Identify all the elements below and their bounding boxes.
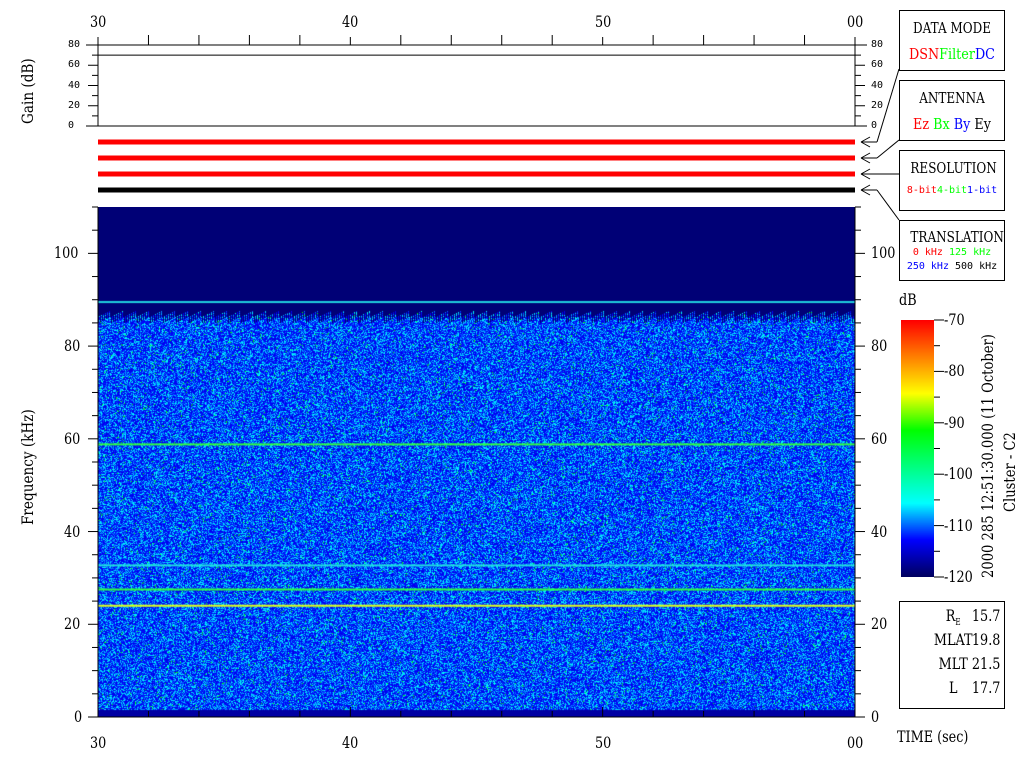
legend-item: Ez <box>913 115 930 133</box>
ephemeris-box: RE 15.7 MLAT 19.8 MLT 21.5 L 17.7 <box>899 601 1005 709</box>
gain-axis-label: Gain (dB) <box>18 58 37 124</box>
timestamp-label: 2000 285 12:51:30.000 (11 October) <box>978 334 997 578</box>
gain-tick-label: 80 <box>871 39 884 50</box>
ephemeris-value: 15.7 <box>971 606 1001 625</box>
ephemeris-value: 19.8 <box>971 630 1001 649</box>
legend-resolution: RESOLUTION 8-bit4-bit1-bit <box>899 150 1005 211</box>
time-tick-label: 30 <box>90 12 107 31</box>
gain-tick-label: 40 <box>68 79 81 91</box>
ephemeris-row: MLAT 19.8 <box>906 630 1001 649</box>
legend-item: 4-bit <box>936 185 968 196</box>
pointer-arrow <box>860 141 871 148</box>
pointer-arrow <box>860 173 871 180</box>
freq-tick-label: 80 <box>64 336 81 356</box>
pointer-arrow <box>860 189 871 196</box>
freq-tick-label: 40 <box>871 521 888 541</box>
pointer-arrow <box>860 168 871 175</box>
ephemeris-row: RE 15.7 <box>906 606 1001 629</box>
ephemeris-row: MLT 21.5 <box>906 654 1001 673</box>
pointer-line <box>876 68 900 143</box>
freq-tick-label: 0 <box>871 707 880 726</box>
colorbar-tick-label: -100 <box>944 464 973 484</box>
ephemeris-value: 21.5 <box>971 654 1001 673</box>
time-tick-label: 40 <box>342 733 359 752</box>
legend-item: 125 kHz <box>948 247 992 258</box>
legend-item: 250 kHz <box>906 261 949 272</box>
freq-tick-label: 60 <box>64 428 81 448</box>
legend-title: TRANSLATION <box>910 228 1004 246</box>
legend-item: 500 kHz <box>955 261 998 272</box>
freq-tick-label: 20 <box>871 614 888 634</box>
freq-tick-label: 60 <box>871 428 888 448</box>
gain-tick-label: 80 <box>68 39 81 50</box>
freq-tick-label: 40 <box>64 521 81 541</box>
time-tick-label: 40 <box>342 12 359 31</box>
legend-item: Ey <box>974 115 991 133</box>
time-tick-label: 00 <box>847 12 864 31</box>
freq-tick-label: 20 <box>64 614 81 634</box>
legend-item: Filter <box>939 45 975 63</box>
gain-tick-label: 60 <box>871 59 884 71</box>
time-tick-label: 00 <box>847 733 864 752</box>
pointer-arrow <box>860 136 871 143</box>
legend-item: DC <box>974 45 995 63</box>
time-tick-label: 30 <box>90 733 107 752</box>
colorbar-tick-label: -120 <box>944 567 973 586</box>
freq-tick-label: 80 <box>871 336 888 356</box>
legend-data-mode: DATA MODE DSNFilterDC <box>899 10 1005 71</box>
pointer-arrow <box>860 157 871 164</box>
legend-item: 1-bit <box>967 185 998 196</box>
ephemeris-label-sub: E <box>955 618 961 629</box>
ephemeris-label: R <box>945 606 956 625</box>
legend-item: 0 kHz <box>912 247 943 258</box>
gain-tick-label: 0 <box>68 120 75 131</box>
pointer-line <box>876 189 900 221</box>
pointer-arrow <box>860 184 871 191</box>
gain-tick-label: 20 <box>871 99 884 111</box>
colorbar-tick-label: -70 <box>944 310 965 329</box>
legend-item: By <box>953 115 971 133</box>
gain-tick-label: 60 <box>68 59 81 71</box>
freq-tick-label: 100 <box>54 243 79 263</box>
spacecraft-label: Cluster - C2 <box>1000 432 1019 512</box>
time-tick-label: 50 <box>594 733 611 752</box>
legend-title: DATA MODE <box>913 19 991 37</box>
ephemeris-row: L 17.7 <box>906 678 1000 697</box>
colorbar <box>901 320 934 577</box>
legend-item: 8-bit <box>906 185 937 196</box>
legend-title: RESOLUTION <box>910 159 997 177</box>
spectrogram-heatmap <box>98 207 855 717</box>
legend-item: Bx <box>933 115 950 133</box>
ephemeris-value: 17.7 <box>971 678 1001 697</box>
colorbar-tick-label: -90 <box>944 412 965 432</box>
ephemeris-label: MLT <box>938 654 968 673</box>
legend-item: DSN <box>909 45 940 63</box>
frequency-axis-label: Frequency (kHz) <box>18 409 37 525</box>
freq-tick-label: 100 <box>871 243 896 263</box>
pointer-line <box>876 139 900 159</box>
time-tick-label: 50 <box>594 12 611 31</box>
colorbar-tick-label: -110 <box>944 515 973 535</box>
pointer-arrow <box>860 152 871 159</box>
legend-antenna: ANTENNA Ez Bx By Ey <box>899 80 1005 141</box>
colorbar-label: dB <box>899 290 917 309</box>
ephemeris-label: L <box>948 678 958 697</box>
gain-tick-label: 20 <box>68 99 81 111</box>
legend-title: ANTENNA <box>919 89 985 107</box>
gain-tick-label: 0 <box>871 120 878 131</box>
legend-translation: TRANSLATION 0 kHz 125 kHz 250 kHz 500 kH… <box>899 220 1005 281</box>
freq-tick-label: 0 <box>74 707 83 726</box>
ephemeris-label: MLAT <box>933 630 973 649</box>
gain-tick-label: 40 <box>871 79 884 91</box>
colorbar-tick-label: -80 <box>944 361 965 381</box>
time-axis-label: TIME (sec) <box>897 727 969 746</box>
